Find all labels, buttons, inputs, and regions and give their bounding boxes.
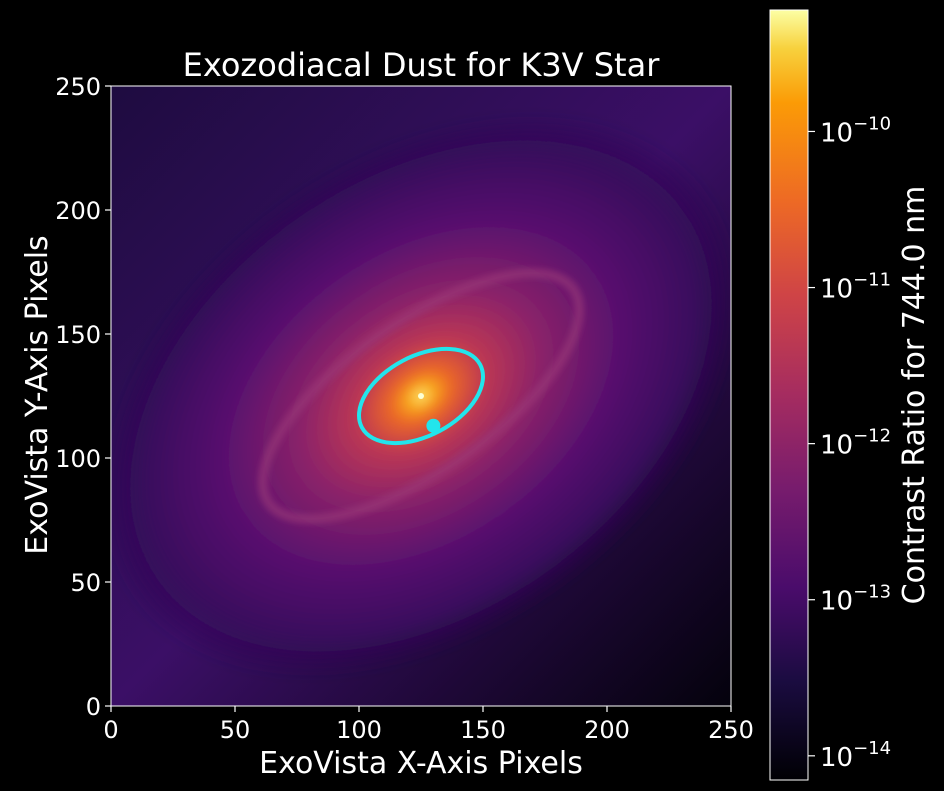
- colorbar-tick-label: 10−11: [820, 270, 891, 305]
- x-tick-label: 250: [708, 716, 754, 744]
- y-tick-label: 0: [86, 693, 101, 721]
- colorbar-tick-label: 10−10: [820, 113, 891, 148]
- y-tick-label: 250: [55, 73, 101, 101]
- colorbar-ticks: 10−14 10−13 10−12 10−11 10−10: [808, 113, 891, 773]
- colorbar-label: Contrast Ratio for 744.0 nm: [897, 186, 932, 605]
- x-axis: 0 50 100 150 200 250: [103, 706, 754, 744]
- chart-title: Exozodiacal Dust for K3V Star: [183, 46, 661, 84]
- x-tick-label: 100: [336, 716, 382, 744]
- plot-area: [111, 86, 731, 706]
- y-tick-label: 150: [55, 321, 101, 349]
- x-tick-label: 200: [584, 716, 630, 744]
- star-marker: [418, 393, 424, 399]
- x-axis-label: ExoVista X-Axis Pixels: [259, 746, 583, 781]
- plot-frame: [110, 85, 732, 707]
- x-tick-label: 150: [460, 716, 506, 744]
- dust-ring: [257, 268, 585, 524]
- colorbar-tick-label: 10−14: [820, 738, 891, 773]
- y-axis: 0 50 100 150 200 250: [55, 73, 111, 721]
- planet-orbit: [357, 346, 485, 446]
- y-tick-label: 200: [55, 197, 101, 225]
- planet-marker: [426, 418, 441, 433]
- y-tick-label: 100: [55, 445, 101, 473]
- colorbar-tick-label: 10−13: [820, 582, 891, 617]
- x-tick-label: 50: [220, 716, 251, 744]
- y-axis-label: ExoVista Y-Axis Pixels: [20, 235, 55, 554]
- x-tick-label: 0: [103, 716, 118, 744]
- y-tick-label: 50: [70, 569, 101, 597]
- colorbar-tick-label: 10−12: [820, 426, 891, 461]
- colorbar: [769, 9, 809, 781]
